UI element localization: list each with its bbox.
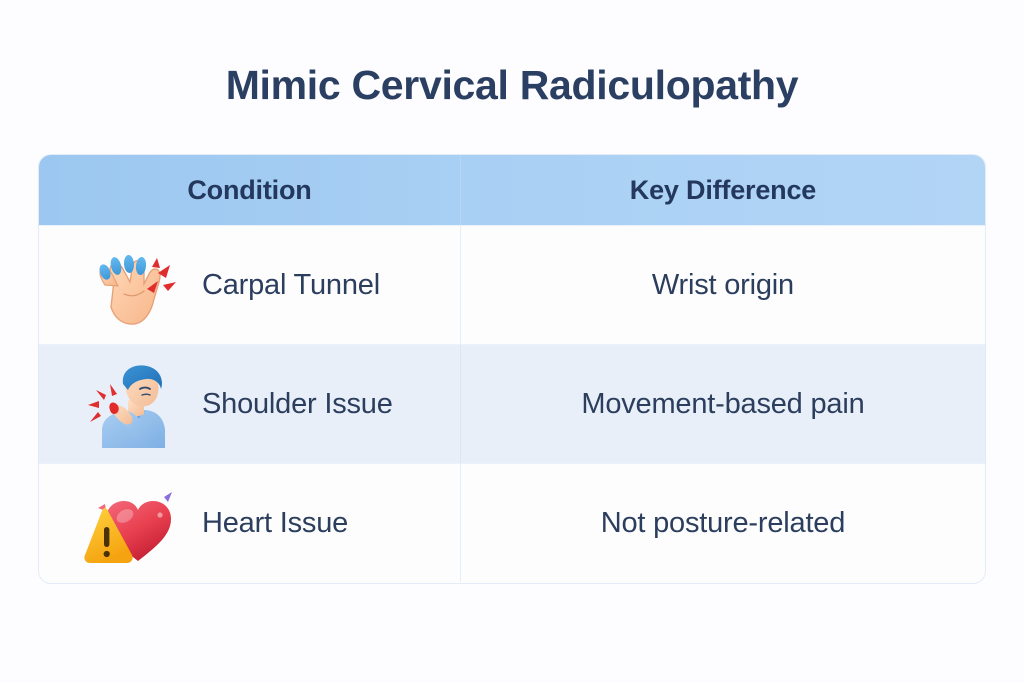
cell-condition: Shoulder Issue (39, 345, 461, 463)
heart-warning-icon (84, 475, 180, 571)
condition-label: Carpal Tunnel (202, 268, 380, 301)
table-grid: Condition Key Difference (39, 155, 985, 583)
page-title: Mimic Cervical Radiculopathy (225, 62, 799, 108)
header-cell-key-difference: Key Difference (461, 155, 985, 225)
condition-content: Shoulder Issue (39, 356, 393, 452)
comparison-table: Condition Key Difference (38, 154, 986, 584)
table-row: Shoulder Issue Movement-based pain (39, 344, 985, 463)
shoulder-pain-person-icon (84, 356, 180, 452)
table-header-row: Condition Key Difference (39, 155, 985, 225)
condition-content: Heart Issue (39, 475, 348, 571)
table-row: Heart Issue Not posture-related (39, 463, 985, 582)
table-row: Carpal Tunnel Wrist origin (39, 225, 985, 344)
condition-label: Shoulder Issue (202, 387, 393, 420)
hand-pain-icon (84, 237, 180, 333)
cell-key-difference: Wrist origin (461, 226, 985, 344)
header-label-condition: Condition (187, 174, 312, 205)
header-cell-condition: Condition (39, 155, 461, 225)
cell-condition: Carpal Tunnel (39, 226, 461, 344)
key-difference-value: Movement-based pain (581, 387, 865, 420)
condition-label: Heart Issue (202, 506, 349, 539)
condition-content: Carpal Tunnel (39, 237, 380, 333)
cell-key-difference: Not posture-related (461, 464, 985, 582)
cell-key-difference: Movement-based pain (461, 345, 985, 463)
cell-condition: Heart Issue (39, 464, 461, 582)
key-difference-value: Wrist origin (651, 268, 794, 301)
header-label-key-difference: Key Difference (629, 174, 817, 205)
key-difference-value: Not posture-related (600, 506, 846, 539)
